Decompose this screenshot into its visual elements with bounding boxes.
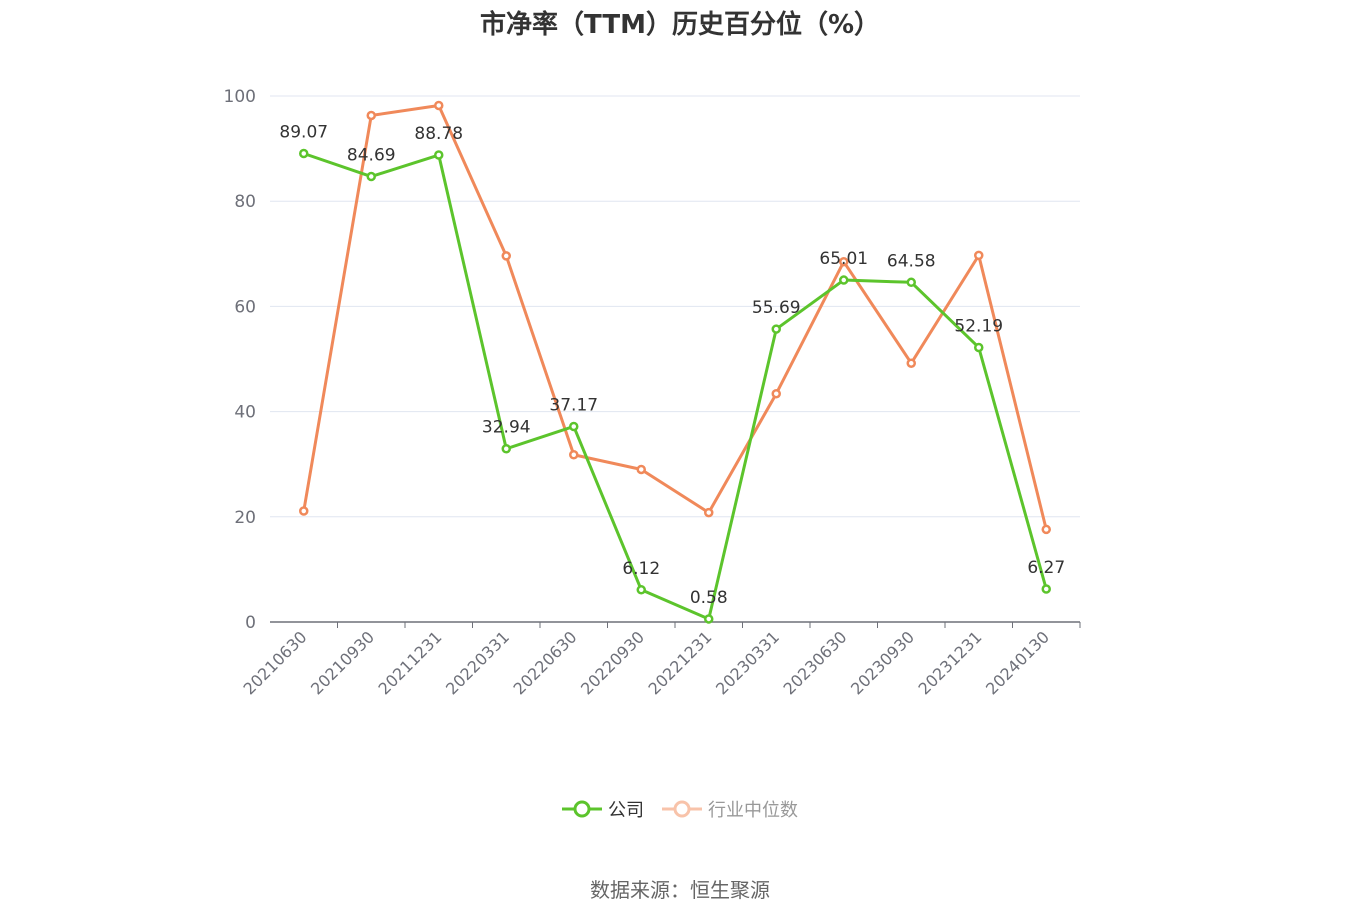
y-tick-label: 80 [234,192,256,212]
x-tick-label: 20210930 [307,627,378,698]
data-point-industry [636,464,646,475]
x-tick-label: 20230930 [847,627,918,698]
data-point-company [299,148,309,159]
x-tick-label: 20230630 [780,627,851,698]
line-chart: 0204060801002021063020210930202112312022… [224,87,1081,698]
data-label: 65.01 [819,249,868,269]
legend: 公司 行业中位数 [0,796,1360,822]
legend-company-marker-icon [562,800,602,818]
y-tick-label: 40 [234,403,256,423]
x-tick-label: 20220331 [442,627,513,698]
data-source: 数据来源：恒生聚源 [590,878,770,902]
data-label: 55.69 [752,298,801,318]
legend-industry-marker-icon [662,800,702,818]
data-point-industry [771,388,781,399]
chart-title: 市净率（TTM）历史百分位（%） [480,10,880,40]
data-point-industry [839,256,849,267]
x-tick-label: 20240130 [982,627,1053,698]
legend-item-company[interactable]: 公司 [562,796,644,822]
data-label: 6.12 [622,559,660,579]
data-label: 89.07 [279,122,328,142]
data-point-company [771,324,781,334]
grid-layer [270,95,1080,518]
x-tick-label: 20220930 [577,627,648,698]
data-point-industry [501,251,511,261]
data-label: 32.94 [482,418,531,438]
data-label: 88.78 [414,124,463,144]
label-layer: 89.07 84.69 88.78 32.94 37.17 6.12 0.58 55.69 65… [279,122,1065,607]
y-tick-label: 20 [234,508,256,528]
legend-item-industry[interactable]: 行业中位数 [662,796,798,822]
data-label: 84.69 [347,146,396,166]
data-point-industry [974,250,984,261]
data-point-industry [569,449,579,460]
x-tick-label: 20231231 [915,627,986,698]
x-tick-label: 20220630 [510,627,581,698]
data-point-company [569,421,579,432]
data-point-company [636,585,646,595]
x-tick-label: 20221231 [645,627,716,698]
data-point-company [1041,584,1051,594]
series-layer [299,100,1051,624]
legend-industry-label: 行业中位数 [708,800,798,821]
data-point-industry [906,358,916,368]
y-tick-label: 0 [245,613,256,633]
data-point-industry [1041,524,1051,535]
data-point-industry [299,506,309,516]
data-label: 37.17 [549,395,598,415]
data-label: 64.58 [887,251,936,271]
data-point-company [434,150,444,160]
y-tick-label: 100 [224,87,256,107]
axis-layer: 0204060801002021063020210930202112312022… [224,87,1081,698]
data-point-company [366,171,376,182]
data-point-company [974,342,984,353]
y-tick-label: 60 [234,297,256,317]
data-point-industry [704,507,714,518]
data-point-company [704,614,714,624]
data-point-company [501,443,511,454]
legend-company-label: 公司 [608,800,644,821]
series-line-industry [302,103,1048,530]
series-line-company [303,152,1048,621]
data-label: 52.19 [954,316,1003,336]
data-point-company [906,277,916,288]
x-tick-label: 20230331 [712,627,783,698]
data-point-industry [366,110,376,121]
x-tick-label: 20211231 [375,627,446,698]
data-point-industry [434,100,444,111]
x-tick-label: 20210630 [240,627,311,698]
data-label: 6.27 [1027,558,1065,578]
data-label: 0.58 [690,588,728,608]
data-point-company [839,275,849,285]
